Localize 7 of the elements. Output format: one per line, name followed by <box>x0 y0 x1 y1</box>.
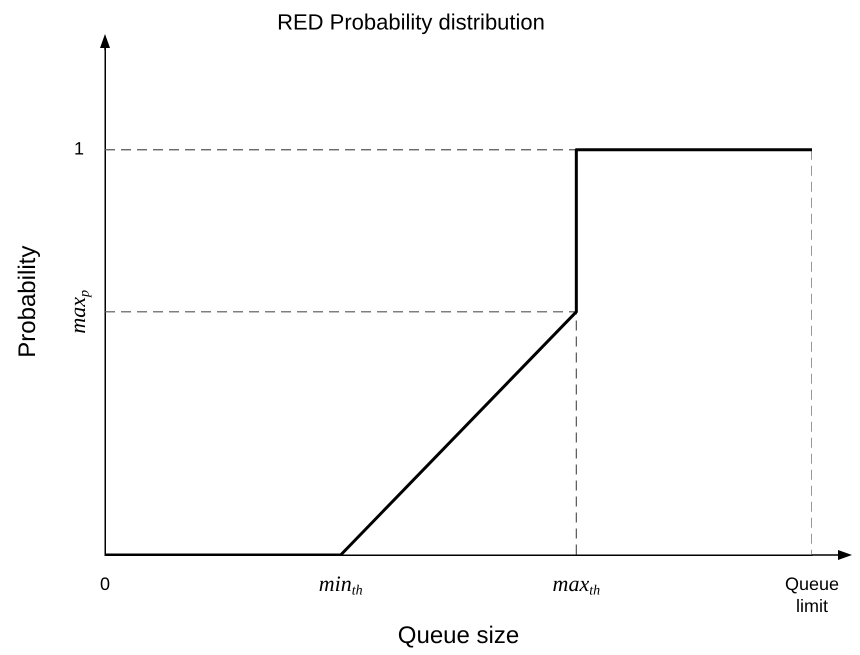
text: maxp <box>64 290 93 334</box>
y-axis-title: Probability <box>14 246 42 358</box>
x-axis-title: Queue size <box>398 622 520 650</box>
chart-title: RED Probability distribution <box>277 9 545 34</box>
series-label: 1 <box>74 138 84 159</box>
x-tick-label: 0 <box>100 574 110 594</box>
x-tick-label: Queue limit <box>784 574 840 616</box>
